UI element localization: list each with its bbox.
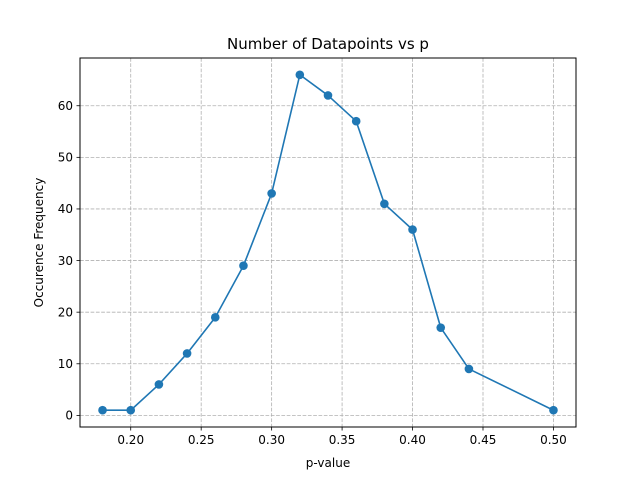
data-point [380, 199, 389, 209]
y-tick-label: 40 [58, 202, 73, 216]
data-point [351, 116, 361, 126]
data-point [182, 349, 192, 358]
x-tick-label: 0.35 [329, 433, 356, 447]
data-point [210, 313, 220, 322]
data-point [464, 364, 474, 374]
x-tick-label: 0.30 [258, 433, 285, 447]
y-tick-label: 20 [58, 305, 73, 319]
x-tick-label: 0.45 [470, 433, 497, 447]
data-point [267, 189, 276, 198]
y-tick-label: 60 [58, 99, 73, 113]
data-point [239, 261, 248, 271]
data-point [126, 405, 136, 415]
data-point [436, 323, 446, 332]
grid-lines [80, 58, 576, 427]
x-tick-label: 0.25 [188, 433, 215, 447]
plot-area-frame [79, 57, 577, 428]
y-tick-label: 0 [65, 409, 73, 423]
y-tick-label: 30 [58, 254, 73, 268]
x-axis-label: p-value [306, 456, 350, 470]
x-tick-label: 0.50 [540, 433, 567, 447]
data-point [154, 380, 164, 389]
x-tick-label: 0.40 [399, 433, 426, 447]
axis-ticks: 0.20 0.25 0.30 0.35 0.40 0.45 0.50 0 10 20 30 40 50 6… [58, 99, 567, 447]
data-point [549, 405, 558, 415]
data-point [98, 405, 107, 415]
chart-title: Number of Datapoints vs p [227, 35, 429, 53]
y-axis-label: Occurence Frequency [32, 178, 46, 308]
data-series [98, 70, 558, 415]
data-point [323, 91, 333, 100]
x-tick-label: 0.20 [117, 433, 144, 447]
y-tick-label: 50 [58, 151, 73, 165]
y-tick-label: 10 [58, 357, 73, 371]
data-point [295, 70, 305, 80]
data-point [408, 225, 417, 234]
